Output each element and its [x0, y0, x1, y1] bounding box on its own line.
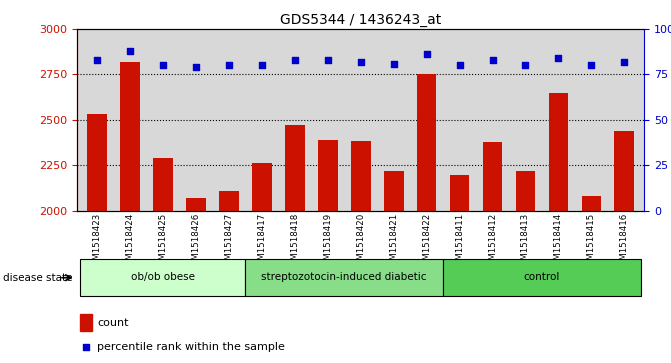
Text: GSM1518421: GSM1518421 — [389, 213, 398, 271]
FancyBboxPatch shape — [81, 259, 246, 295]
Point — [586, 62, 597, 68]
Bar — [153, 158, 172, 211]
FancyBboxPatch shape — [443, 259, 641, 295]
FancyBboxPatch shape — [246, 259, 443, 295]
Text: GSM1518420: GSM1518420 — [356, 213, 365, 271]
Bar — [515, 171, 535, 211]
Text: percentile rank within the sample: percentile rank within the sample — [97, 342, 285, 352]
Text: GSM1518412: GSM1518412 — [488, 213, 497, 271]
Text: GSM1518419: GSM1518419 — [323, 213, 332, 271]
Bar — [219, 191, 239, 211]
Point — [619, 59, 630, 65]
Text: count: count — [97, 318, 129, 328]
Text: GSM1518425: GSM1518425 — [158, 213, 167, 271]
Bar — [252, 163, 272, 211]
Point — [289, 57, 300, 63]
Bar — [582, 196, 601, 211]
Text: streptozotocin-induced diabetic: streptozotocin-induced diabetic — [262, 272, 427, 282]
Bar — [549, 93, 568, 211]
Point — [389, 61, 399, 66]
Point — [91, 57, 102, 63]
Point — [223, 62, 234, 68]
Text: disease state: disease state — [3, 273, 73, 283]
Point — [191, 64, 201, 70]
Bar — [482, 142, 503, 211]
Text: ob/ob obese: ob/ob obese — [131, 272, 195, 282]
Text: GSM1518415: GSM1518415 — [587, 213, 596, 271]
Bar — [450, 175, 470, 211]
Point — [487, 57, 498, 63]
Bar — [615, 131, 634, 211]
Bar — [318, 140, 338, 211]
Point — [256, 62, 267, 68]
Text: GSM1518424: GSM1518424 — [125, 213, 134, 271]
Point — [520, 62, 531, 68]
Point — [81, 344, 92, 350]
Point — [421, 52, 432, 57]
Text: GSM1518413: GSM1518413 — [521, 213, 530, 271]
Text: GSM1518414: GSM1518414 — [554, 213, 563, 271]
Text: control: control — [524, 272, 560, 282]
Bar — [417, 74, 436, 211]
Point — [553, 55, 564, 61]
Text: GSM1518418: GSM1518418 — [291, 213, 299, 271]
Bar — [285, 125, 305, 211]
Point — [454, 62, 465, 68]
Bar — [87, 114, 107, 211]
Point — [125, 48, 136, 54]
Text: GSM1518426: GSM1518426 — [191, 213, 201, 271]
Bar — [120, 62, 140, 211]
Text: GSM1518422: GSM1518422 — [422, 213, 431, 271]
Bar — [186, 198, 206, 211]
Text: GSM1518411: GSM1518411 — [455, 213, 464, 271]
Bar — [351, 141, 370, 211]
Text: GSM1518416: GSM1518416 — [620, 213, 629, 271]
Bar — [80, 314, 93, 331]
Bar — [384, 171, 403, 211]
Text: GSM1518427: GSM1518427 — [224, 213, 234, 271]
Text: GSM1518423: GSM1518423 — [93, 213, 101, 271]
Point — [356, 59, 366, 65]
Point — [158, 62, 168, 68]
Title: GDS5344 / 1436243_at: GDS5344 / 1436243_at — [280, 13, 442, 26]
Text: GSM1518417: GSM1518417 — [257, 213, 266, 271]
Point — [322, 57, 333, 63]
